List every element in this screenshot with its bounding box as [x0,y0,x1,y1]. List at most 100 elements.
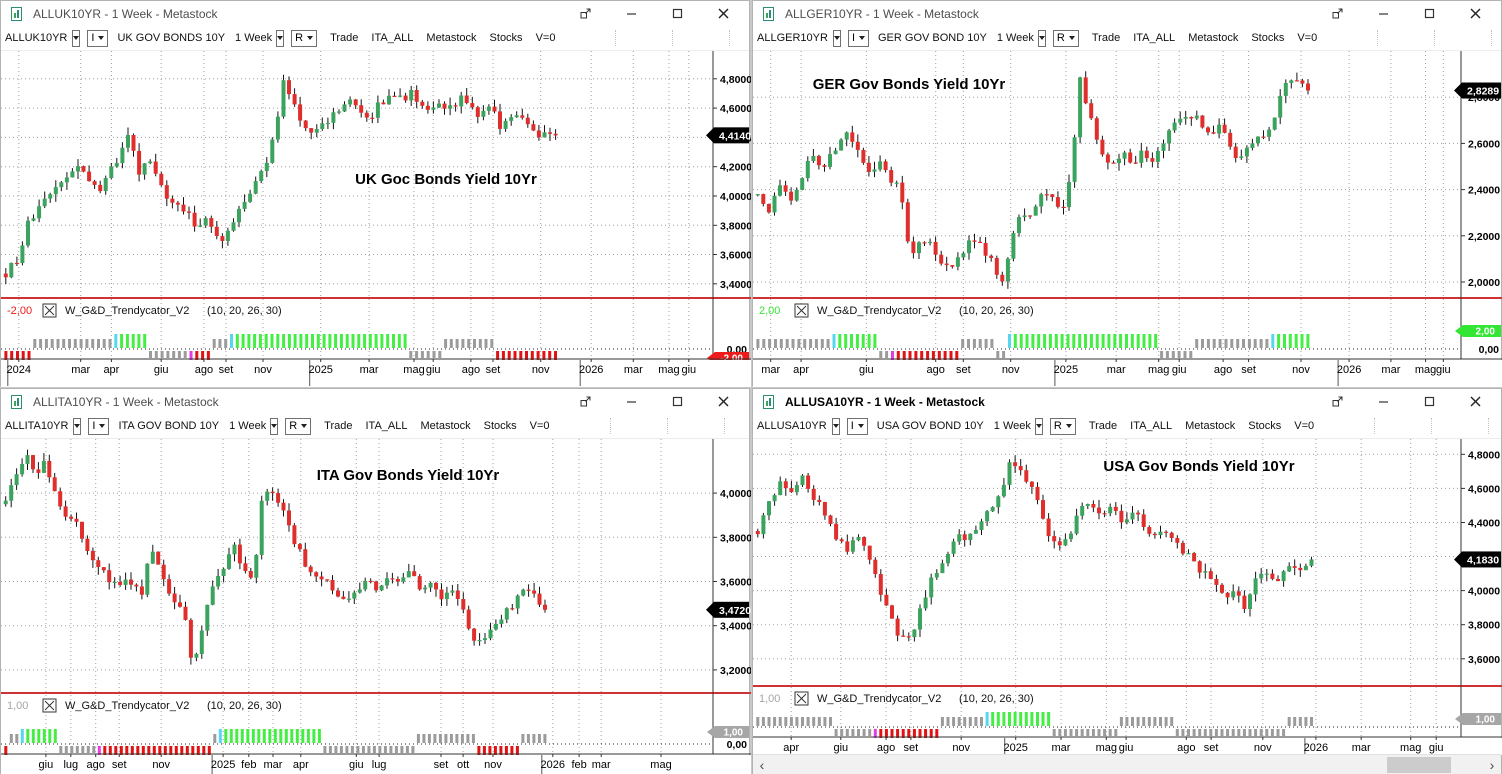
restore-button[interactable] [1329,6,1345,22]
chart-toolbar: ALLITA10YR I ITA GOV BOND 10Y 1 Week R T… [1,414,791,439]
close-button[interactable] [715,394,731,410]
symbol-dropdown[interactable] [831,417,840,435]
range-combo[interactable]: R [1052,29,1079,47]
minimize-button[interactable] [623,394,639,410]
price-chart-canvas: GER Gov Bonds Yield 10Yr 2,00 W_G&D_Trendy… [753,51,1502,387]
candle-body [1206,127,1210,133]
indicator-bar [1031,334,1035,348]
indicator-bar [394,746,398,753]
indicator-bar [1171,351,1175,358]
candle-body [398,95,403,97]
interval-combo[interactable]: I [87,29,109,47]
range-combo-value: R [1056,32,1065,44]
symbol-dropdown[interactable] [73,417,82,435]
titlebar[interactable]: ALLITA10YR - 1 Week - Metastock [1,389,749,414]
indicator-bar [415,351,419,358]
candle-body [198,225,203,227]
scroll-left-arrow[interactable]: ‹ [759,757,765,773]
interval-combo[interactable]: I [88,417,110,435]
indicator-bar [460,734,464,743]
indicator-bar [1230,339,1234,348]
candle-body [493,624,498,630]
candle-body [58,491,63,507]
indicator-bar [147,746,151,758]
candle-body [74,518,79,522]
candle-body [287,510,291,526]
period-dropdown[interactable] [276,29,285,47]
month-label: mar [264,759,283,771]
interval-combo[interactable]: I [846,417,868,435]
indicator-bar [241,334,245,348]
close-button[interactable] [715,6,731,22]
titlebar[interactable]: ALLUK10YR - 1 Week - Metastock [1,1,749,26]
indicator-bar [1160,351,1164,358]
period-dropdown[interactable] [1037,29,1046,47]
candle-body [922,242,927,244]
indicator-bar [1195,339,1199,348]
range-combo[interactable]: R [1049,417,1076,435]
toolbar-item-platform: Metastock [426,32,477,44]
titlebar[interactable]: ALLGER10YR - 1 Week - Metastock [753,1,1501,26]
minimize-button[interactable] [623,6,639,22]
indicator-bar [230,334,233,348]
restore-button[interactable] [577,6,593,22]
candle-body [276,493,281,503]
indicator-bar [817,717,821,726]
close-button[interactable] [1467,394,1483,410]
candle-body [352,592,357,599]
candle-body [1239,156,1244,158]
restore-button[interactable] [1329,394,1345,410]
toolbar-item-platform: Metastock [420,420,471,432]
symbol-dropdown[interactable] [72,29,81,47]
indicator-bar [542,351,546,363]
scroll-right-arrow[interactable]: › [1489,757,1495,773]
symbol-dropdown[interactable] [832,29,841,47]
candle-body [242,201,247,209]
close-button[interactable] [1467,6,1483,22]
indicator-bar [890,729,894,741]
maximize-button[interactable] [1421,6,1437,22]
indicator-bar [1114,729,1118,736]
indicator-bar [196,746,200,758]
period-dropdown[interactable] [270,417,279,435]
indicator-bar [361,746,365,753]
maximize-button[interactable] [669,6,685,22]
indicator-bar [276,334,280,348]
indicator-bar [1175,729,1179,736]
indicator-bar [924,729,928,741]
candle-body [325,122,330,125]
scrollbar-track[interactable] [771,755,1483,774]
range-combo[interactable]: R [285,417,312,435]
indicator-bar [37,729,41,743]
toolbar-separator [1491,30,1493,46]
price-tick-label: 4,4000 [1468,518,1500,530]
candle-body [1050,194,1055,198]
indicator-bar [1048,334,1052,348]
instrument-label: ITA GOV BOND 10Y [118,420,220,432]
candle-body [320,123,325,129]
minimize-button[interactable] [1375,6,1391,22]
minimize-button[interactable] [1375,394,1391,410]
indicator-bar [1154,334,1158,348]
period-dropdown[interactable] [1034,417,1043,435]
window-title: ALLITA10YR - 1 Week - Metastock [33,394,219,409]
scrollbar-thumb[interactable] [1386,757,1451,773]
toolbar-item-platform: Metastock [1188,32,1239,44]
candle-body [412,571,417,577]
horizontal-scrollbar[interactable]: ‹ › [753,754,1501,774]
candle-body [470,103,475,108]
indicator-bar [1218,339,1222,348]
maximize-button[interactable] [669,394,685,410]
last-price-tag: 3,4720 [706,601,751,618]
indicator-bar [891,351,894,363]
interval-combo[interactable]: I [847,29,869,47]
indicator-bar [952,717,956,726]
indicator-bar [1293,717,1297,726]
candle-body [861,149,866,163]
range-combo[interactable]: R [291,29,318,47]
maximize-button[interactable] [1421,394,1437,410]
restore-button[interactable] [577,394,593,410]
candle-body [401,577,406,582]
titlebar[interactable]: ALLUSA10YR - 1 Week - Metastock [753,389,1501,414]
candlestick-series [3,74,558,285]
